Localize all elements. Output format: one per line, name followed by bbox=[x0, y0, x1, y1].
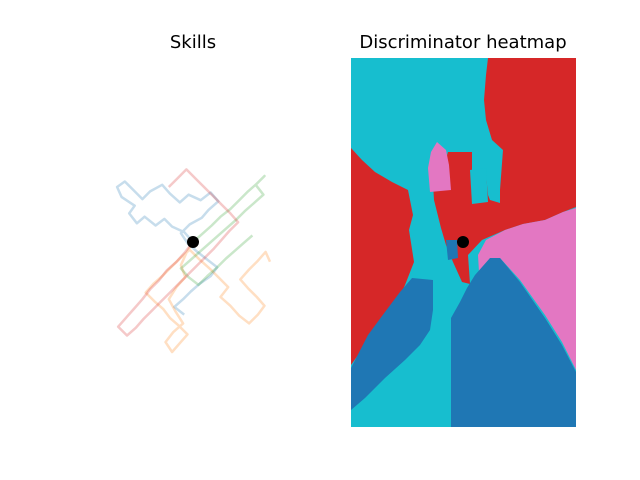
skill-trajectory-3 bbox=[179, 174, 266, 287]
heatmap-region-pink bbox=[478, 208, 576, 370]
heatmap-region-pink bbox=[428, 142, 451, 192]
heatmap-region-red bbox=[433, 58, 576, 284]
heatmap-start-point bbox=[457, 236, 469, 248]
skill-trajectory-1 bbox=[115, 180, 220, 316]
skill-trajectory-2 bbox=[144, 241, 272, 354]
heatmap-title: Discriminator heatmap bbox=[359, 32, 566, 53]
skills-plot bbox=[115, 168, 272, 354]
heatmap-plot bbox=[351, 58, 576, 427]
heatmap-region-blue bbox=[351, 278, 433, 410]
skill-trajectory-4 bbox=[116, 168, 240, 337]
heatmap-region-cyan bbox=[470, 168, 488, 204]
skills-start-point bbox=[187, 236, 199, 248]
heatmap-region-blue bbox=[446, 240, 458, 260]
heatmap-region-blue bbox=[451, 258, 576, 427]
skills-title: Skills bbox=[170, 32, 216, 53]
heatmap-region-red bbox=[351, 148, 414, 365]
